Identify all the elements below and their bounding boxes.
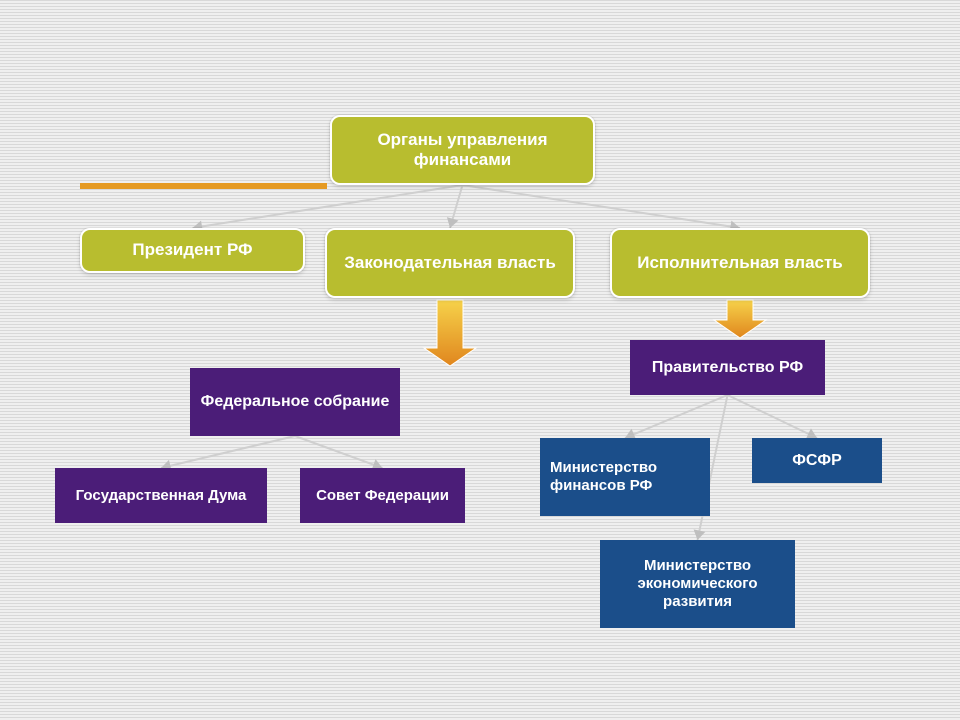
node-president: Президент РФ bbox=[80, 228, 305, 273]
title-underline bbox=[80, 183, 327, 189]
node-mineco-label: Министерство экономического развития bbox=[610, 557, 785, 611]
node-minfin: Министерство финансов РФ bbox=[540, 438, 710, 516]
node-fed-assembly: Федеральное собрание bbox=[190, 368, 400, 436]
node-duma-label: Государственная Дума bbox=[76, 487, 247, 505]
node-root: Органы управления финансами bbox=[330, 115, 595, 185]
node-mineco: Министерство экономического развития bbox=[600, 540, 795, 628]
node-president-label: Президент РФ bbox=[132, 240, 252, 260]
diagram-stage: Органы управления финансами Президент РФ… bbox=[0, 0, 960, 720]
node-legislative-label: Законодательная власть bbox=[344, 253, 556, 273]
node-gov-rf: Правительство РФ bbox=[630, 340, 825, 395]
node-minfin-label: Министерство финансов РФ bbox=[550, 459, 700, 495]
node-executive-label: Исполнительная власть bbox=[637, 253, 843, 273]
node-sovfed-label: Совет Федерации bbox=[316, 487, 449, 505]
node-executive: Исполнительная власть bbox=[610, 228, 870, 298]
node-fsfr-label: ФСФР bbox=[792, 451, 842, 470]
node-legislative: Законодательная власть bbox=[325, 228, 575, 298]
node-gov-rf-label: Правительство РФ bbox=[652, 358, 803, 377]
node-sovfed: Совет Федерации bbox=[300, 468, 465, 523]
node-fsfr: ФСФР bbox=[752, 438, 882, 483]
node-duma: Государственная Дума bbox=[55, 468, 267, 523]
node-fed-assembly-label: Федеральное собрание bbox=[201, 392, 390, 411]
node-root-label: Органы управления финансами bbox=[342, 130, 583, 171]
